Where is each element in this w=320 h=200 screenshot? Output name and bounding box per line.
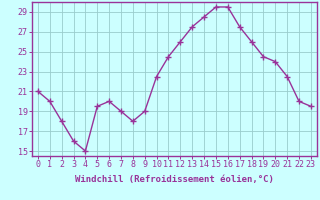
X-axis label: Windchill (Refroidissement éolien,°C): Windchill (Refroidissement éolien,°C) <box>75 175 274 184</box>
